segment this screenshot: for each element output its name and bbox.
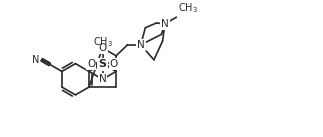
Text: O: O — [99, 43, 107, 53]
Text: S: S — [99, 59, 107, 69]
Text: N: N — [32, 55, 40, 65]
Text: CH$_3$: CH$_3$ — [93, 35, 112, 49]
Text: N: N — [161, 19, 169, 29]
Text: O: O — [87, 59, 95, 69]
Text: N: N — [99, 74, 106, 84]
Text: N: N — [137, 40, 145, 50]
Text: O: O — [110, 59, 118, 69]
Text: CH$_3$: CH$_3$ — [178, 2, 198, 15]
